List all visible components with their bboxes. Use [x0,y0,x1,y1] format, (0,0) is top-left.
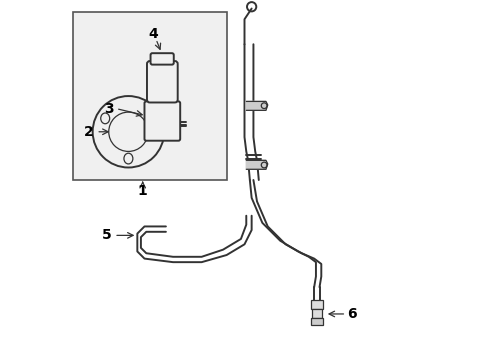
Polygon shape [246,102,267,111]
Text: 6: 6 [346,307,356,321]
Bar [310,318,323,325]
Bar [311,309,322,318]
FancyBboxPatch shape [147,61,177,103]
Text: 5: 5 [102,228,112,242]
Bar [73,12,226,180]
Bar [310,300,323,309]
Polygon shape [246,160,267,169]
Text: 1: 1 [138,184,147,198]
Text: 2: 2 [84,125,94,139]
Text: 4: 4 [148,27,158,41]
Text: 3: 3 [104,102,113,116]
FancyBboxPatch shape [150,53,173,64]
FancyBboxPatch shape [144,102,180,141]
